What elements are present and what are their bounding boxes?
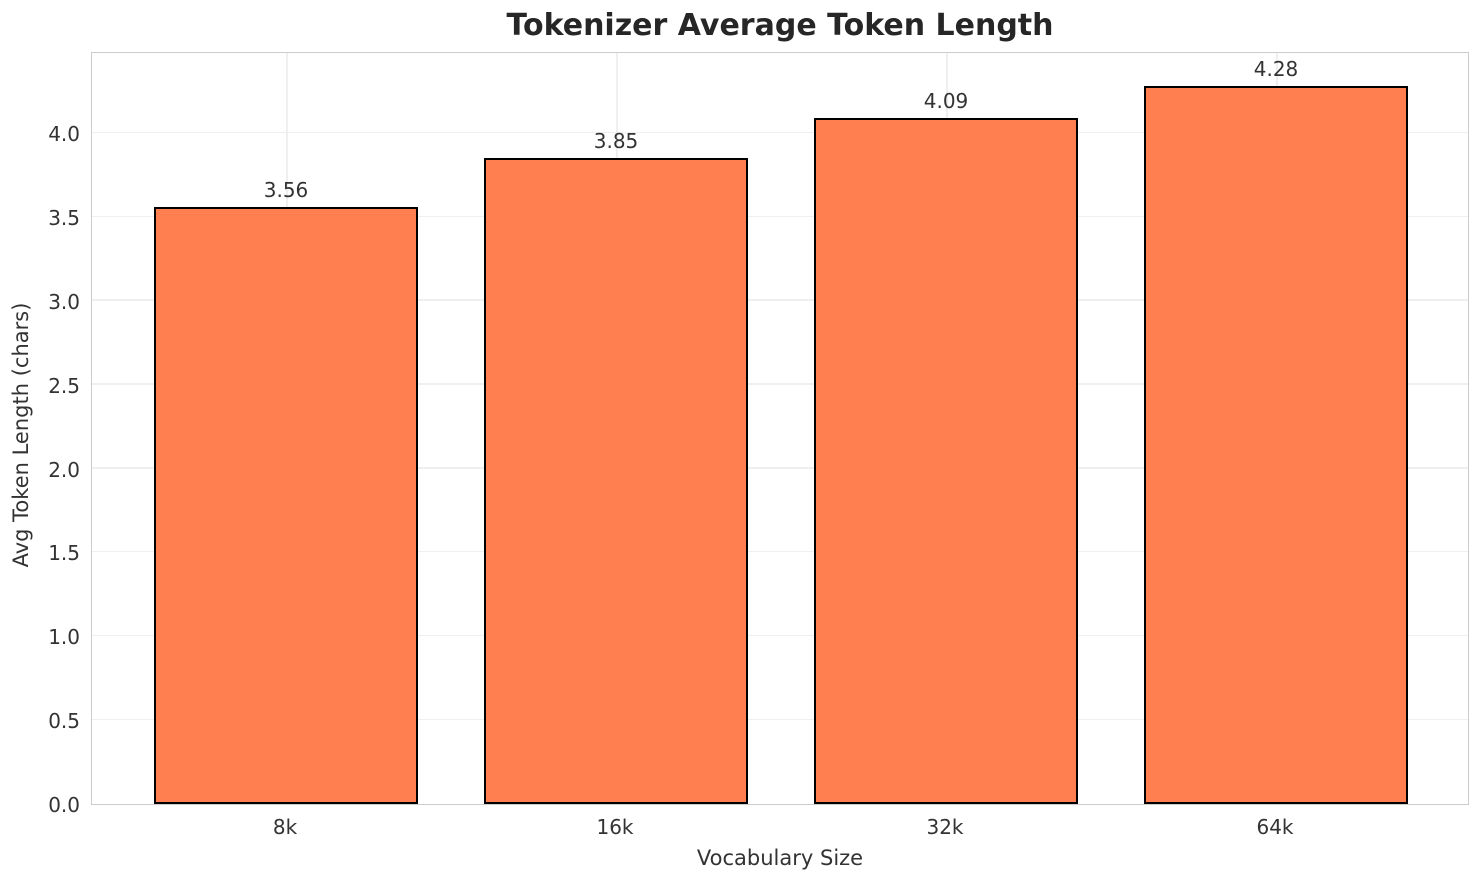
bar-32k <box>814 118 1078 804</box>
h-gridline <box>92 634 1468 637</box>
plot-area: 3.56 3.85 4.09 4.28 <box>91 52 1469 805</box>
bar-value-label: 4.28 <box>1253 57 1299 82</box>
bar-value-label: 4.09 <box>923 89 969 114</box>
bar-16k <box>484 158 748 804</box>
h-gridline <box>92 383 1468 385</box>
y-tick-label: 3.5 <box>48 206 80 231</box>
x-tick-label: 32k <box>926 815 964 839</box>
h-gridline <box>92 131 1468 134</box>
y-tick-label: 3.0 <box>48 289 80 314</box>
y-tick-label: 1.0 <box>48 625 80 650</box>
bar-value-label: 3.56 <box>263 177 309 202</box>
h-gridline <box>92 718 1468 721</box>
bar-64k <box>1144 86 1408 804</box>
bar-value-label: 3.85 <box>593 129 639 154</box>
y-tick-label: 0.5 <box>48 709 80 734</box>
h-gridline <box>92 467 1468 469</box>
y-tick-label: 1.5 <box>48 541 80 566</box>
h-gridline <box>92 299 1468 301</box>
x-tick-label: 16k <box>596 815 634 839</box>
y-tick-label: 0.0 <box>48 793 80 817</box>
y-axis-label: Avg Token Length (chars) <box>9 302 33 568</box>
y-tick-label: 4.0 <box>48 122 80 147</box>
x-axis-label: Vocabulary Size <box>696 846 864 870</box>
y-tick-label: 2.5 <box>48 373 80 398</box>
h-gridline <box>92 215 1468 218</box>
y-tick-label: 2.0 <box>48 457 80 482</box>
chart-title: Tokenizer Average Token Length <box>506 8 1054 43</box>
h-gridline <box>92 550 1468 553</box>
x-tick-label: 8k <box>272 815 298 839</box>
bar-8k <box>154 206 418 804</box>
x-tick-label: 64k <box>1256 815 1294 839</box>
